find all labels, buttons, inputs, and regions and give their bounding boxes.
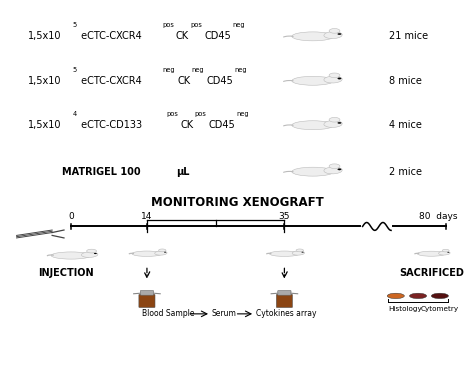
Circle shape bbox=[338, 78, 341, 79]
Text: Serum: Serum bbox=[212, 309, 237, 318]
Circle shape bbox=[329, 117, 340, 122]
Text: MATRIGEL 100: MATRIGEL 100 bbox=[62, 167, 144, 177]
Text: pos: pos bbox=[166, 111, 178, 117]
Text: 4: 4 bbox=[73, 111, 77, 117]
Circle shape bbox=[164, 252, 166, 253]
Text: CD45: CD45 bbox=[207, 76, 233, 86]
Text: 8 mice: 8 mice bbox=[389, 76, 421, 86]
FancyBboxPatch shape bbox=[139, 294, 155, 307]
Text: eCTC-CXCR4: eCTC-CXCR4 bbox=[78, 31, 141, 42]
Circle shape bbox=[338, 169, 341, 170]
Circle shape bbox=[87, 249, 97, 253]
Text: 14: 14 bbox=[141, 212, 153, 221]
Ellipse shape bbox=[292, 251, 304, 255]
Text: neg: neg bbox=[236, 111, 249, 117]
Text: Histology: Histology bbox=[388, 306, 422, 312]
Text: CK: CK bbox=[176, 31, 189, 42]
FancyBboxPatch shape bbox=[276, 294, 292, 307]
Text: pos: pos bbox=[194, 111, 206, 117]
Text: neg: neg bbox=[162, 67, 175, 73]
Text: MONITORING XENOGRAFT: MONITORING XENOGRAFT bbox=[151, 196, 323, 209]
Text: Cytokines array: Cytokines array bbox=[256, 309, 317, 318]
Ellipse shape bbox=[269, 251, 300, 257]
Text: neg: neg bbox=[232, 22, 245, 28]
Circle shape bbox=[447, 252, 449, 253]
Text: 5: 5 bbox=[73, 67, 77, 73]
Text: CD45: CD45 bbox=[209, 120, 235, 130]
Ellipse shape bbox=[418, 251, 445, 256]
FancyBboxPatch shape bbox=[140, 291, 154, 295]
Circle shape bbox=[338, 33, 341, 35]
Ellipse shape bbox=[324, 167, 342, 174]
Ellipse shape bbox=[82, 252, 98, 257]
Text: 1,5x10: 1,5x10 bbox=[28, 76, 62, 86]
Ellipse shape bbox=[51, 252, 91, 259]
Ellipse shape bbox=[410, 293, 427, 298]
Text: 80  days: 80 days bbox=[419, 212, 458, 221]
Text: CD45: CD45 bbox=[204, 31, 231, 42]
Text: 1,5x10: 1,5x10 bbox=[28, 31, 62, 42]
Ellipse shape bbox=[324, 120, 342, 128]
Ellipse shape bbox=[292, 76, 334, 85]
Text: INJECTION: INJECTION bbox=[38, 267, 94, 278]
Circle shape bbox=[329, 73, 340, 78]
Text: neg: neg bbox=[235, 67, 247, 73]
Text: 0: 0 bbox=[68, 212, 74, 221]
Text: CK: CK bbox=[180, 120, 193, 130]
Circle shape bbox=[94, 253, 97, 254]
Text: pos: pos bbox=[162, 22, 174, 28]
Text: Cytometry: Cytometry bbox=[421, 306, 459, 312]
FancyBboxPatch shape bbox=[278, 291, 291, 295]
Text: pos: pos bbox=[191, 22, 202, 28]
Text: neg: neg bbox=[191, 67, 204, 73]
Text: SACRIFICED: SACRIFICED bbox=[399, 267, 464, 278]
Circle shape bbox=[329, 28, 340, 33]
Ellipse shape bbox=[292, 121, 334, 130]
Ellipse shape bbox=[431, 293, 448, 298]
Text: eCTC-CD133: eCTC-CD133 bbox=[78, 120, 142, 130]
Text: 21 mice: 21 mice bbox=[389, 31, 428, 42]
Ellipse shape bbox=[155, 251, 167, 255]
Text: Blood Sample: Blood Sample bbox=[142, 309, 195, 318]
Ellipse shape bbox=[292, 32, 334, 41]
Text: 2 mice: 2 mice bbox=[389, 167, 422, 177]
Ellipse shape bbox=[132, 251, 162, 257]
Ellipse shape bbox=[438, 251, 450, 255]
Ellipse shape bbox=[292, 167, 334, 176]
Circle shape bbox=[442, 249, 449, 252]
Text: CK: CK bbox=[177, 76, 191, 86]
Ellipse shape bbox=[324, 32, 342, 39]
Circle shape bbox=[329, 164, 340, 169]
Text: eCTC-CXCR4: eCTC-CXCR4 bbox=[78, 76, 141, 86]
Circle shape bbox=[159, 249, 166, 252]
Text: 4 mice: 4 mice bbox=[389, 120, 421, 130]
Text: 5: 5 bbox=[73, 22, 77, 28]
Text: 1,5x10: 1,5x10 bbox=[28, 120, 62, 130]
Circle shape bbox=[296, 249, 303, 252]
Circle shape bbox=[301, 252, 304, 253]
Text: μL: μL bbox=[176, 167, 190, 177]
Text: 35: 35 bbox=[279, 212, 290, 221]
Ellipse shape bbox=[324, 76, 342, 83]
Ellipse shape bbox=[387, 293, 404, 298]
Circle shape bbox=[338, 122, 341, 124]
